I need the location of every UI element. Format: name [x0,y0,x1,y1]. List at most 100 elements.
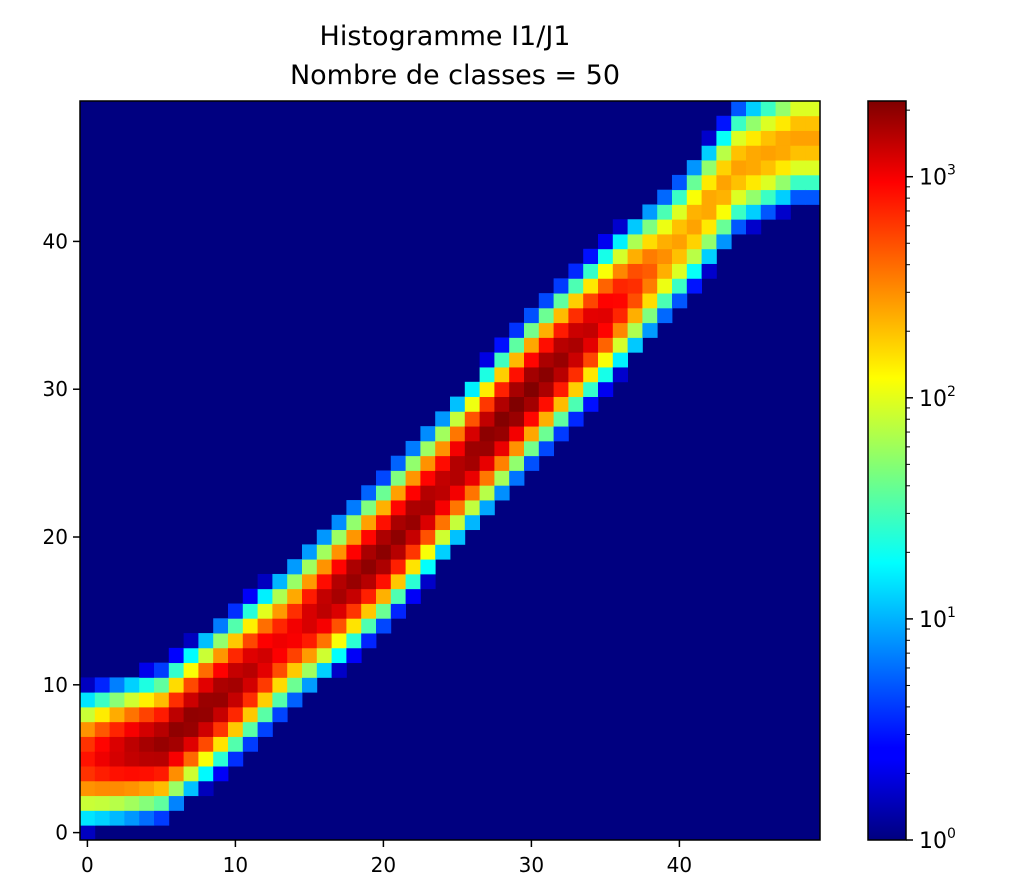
heatmap-cell [642,219,658,235]
heatmap-cell [746,204,762,220]
heatmap-cell [583,293,599,309]
heatmap-cell [420,440,436,457]
heatmap-cell [524,307,540,324]
heatmap-cell [80,825,96,841]
heatmap-cell [154,692,170,708]
heatmap-cell [701,130,717,146]
heatmap-cell [538,367,554,383]
heatmap-cell [686,189,702,205]
heatmap-cell [716,115,732,131]
heatmap-cell [242,647,258,664]
heatmap-cell [524,396,540,412]
heatmap-cell [316,662,332,678]
heatmap-cell [598,248,614,264]
heatmap-cell [553,426,569,442]
heatmap-cell [568,263,584,279]
heatmap-cell [642,293,658,309]
heatmap-cell [168,721,184,737]
heatmap-cell [228,751,244,767]
heatmap-cell [80,721,96,737]
heatmap-cell [686,219,702,235]
heatmap-cell [598,367,614,383]
heatmap-cell [376,485,392,501]
heatmap-cell [657,204,673,220]
heatmap-cell [553,293,569,309]
heatmap-cell [213,677,229,693]
heatmap-cell [331,633,347,649]
heatmap-cell [109,795,125,811]
heatmap-cell [509,322,525,338]
heatmap-cell [124,677,140,693]
heatmap-cell [109,736,125,752]
heatmap-cell [80,795,96,811]
heatmap-cell [672,263,688,279]
heatmap-cell [183,633,199,649]
heatmap-cell [435,529,451,545]
heatmap-cell [154,736,170,752]
heatmap-cell [94,766,110,782]
heatmap-cell [805,160,821,176]
heatmap-cell [538,381,554,397]
heatmap-cell [435,455,451,471]
heatmap-cell [346,529,362,545]
heatmap-cell [198,780,214,797]
heatmap-cell [420,426,436,442]
heatmap-cell [183,721,199,737]
heatmap-cell [450,426,466,442]
heatmap-cell [287,633,303,649]
heatmap-cell [479,440,495,457]
heatmap-cell [598,293,614,309]
heatmap-cell [316,603,332,619]
heatmap-cell [583,381,599,397]
heatmap-cell [746,130,762,146]
heatmap-cell [168,647,184,664]
heatmap-cell [494,396,510,412]
heatmap-cell [568,278,584,294]
heatmap-cell [479,485,495,501]
heatmap-cell [642,204,658,220]
heatmap-cell [361,544,377,560]
heatmap-cell [331,529,347,545]
heatmap-cell [553,352,569,368]
heatmap-cell [183,677,199,693]
heatmap-cell [524,426,540,442]
heatmap-cell [672,248,688,264]
heatmap-cell [435,485,451,501]
heatmap-cell [302,677,318,693]
heatmap-cell [420,455,436,471]
heatmap-cell [731,189,747,205]
heatmap-cell [154,810,170,826]
heatmap-cell [686,234,702,250]
heatmap-cell [612,337,628,353]
heatmap-cell [657,307,673,324]
heatmap-cell [746,115,762,131]
heatmap-cell [242,603,258,619]
heatmap-cell [716,219,732,235]
heatmap-cell [316,559,332,575]
heatmap-cell [139,810,155,826]
heatmap-cell [479,367,495,383]
heatmap-cell [94,677,110,693]
heatmap-cell [390,485,406,501]
heatmap-cell [390,455,406,471]
heatmap-cell [168,662,184,678]
heatmap-cell [376,559,392,575]
heatmap-cell [583,367,599,383]
heatmap-cell [331,603,347,619]
heatmap-cell [420,470,436,486]
heatmap-cell [361,603,377,619]
heatmap-cell [213,706,229,723]
heatmap-cell [583,322,599,338]
heatmap-cell [775,145,791,161]
heatmap-cell [464,514,480,531]
heatmap-cell [524,455,540,471]
heatmap-cell [272,647,288,664]
heatmap-cell [109,810,125,826]
heatmap-cell [612,352,628,368]
heatmap-cell [479,411,495,427]
heatmap-cell [435,426,451,442]
heatmap-cell [746,160,762,176]
heatmap-cell [80,766,96,782]
heatmap-cell [302,603,318,619]
heatmap-cell [228,721,244,737]
